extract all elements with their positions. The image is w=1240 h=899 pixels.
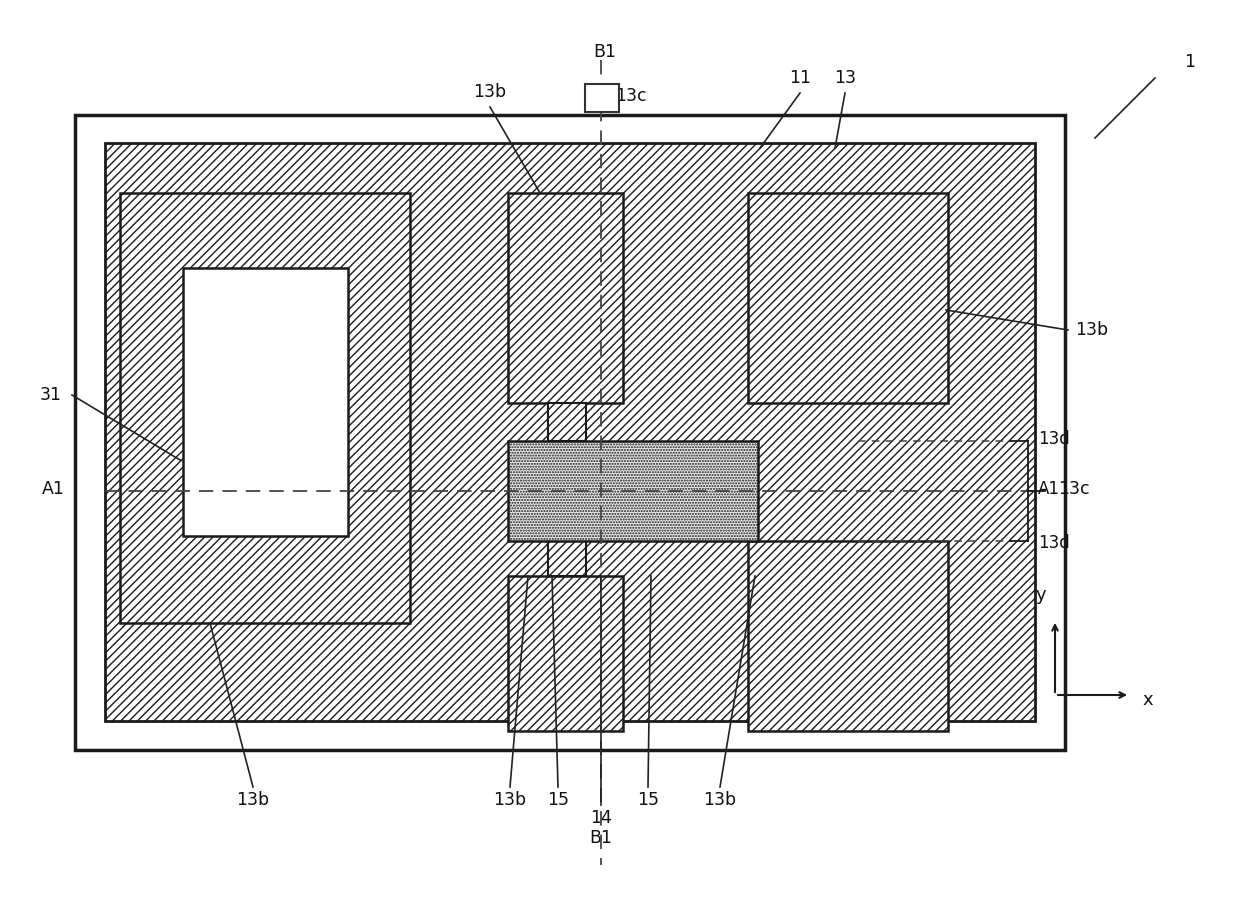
Text: 31: 31 [40, 386, 62, 404]
Bar [184, 268, 348, 536]
Bar [508, 441, 758, 541]
Text: 13b: 13b [1075, 321, 1109, 339]
Text: 13d: 13d [1038, 430, 1070, 448]
Text: 11: 11 [789, 69, 811, 87]
Text: 13d: 13d [1038, 534, 1070, 552]
Text: 13b: 13b [494, 791, 527, 809]
Text: y: y [1035, 586, 1047, 604]
Bar [585, 84, 619, 112]
Text: 15: 15 [547, 791, 569, 809]
Text: x: x [1142, 691, 1153, 709]
Bar [105, 143, 1035, 721]
Bar [508, 193, 622, 403]
Text: 14: 14 [590, 809, 611, 827]
Text: 13b: 13b [237, 791, 269, 809]
Text: 13: 13 [835, 69, 856, 87]
Text: 1: 1 [1184, 53, 1195, 71]
Bar [548, 403, 587, 441]
Bar [748, 541, 949, 731]
Text: A1: A1 [42, 480, 64, 498]
Text: B1: B1 [594, 43, 616, 61]
Text: B1: B1 [589, 829, 613, 847]
Text: 13b: 13b [703, 791, 737, 809]
Text: 13b: 13b [474, 83, 507, 101]
Bar [120, 193, 410, 623]
Text: 15: 15 [637, 791, 658, 809]
Bar [748, 193, 949, 403]
Bar [74, 115, 1065, 750]
Text: A1: A1 [1038, 480, 1060, 498]
Text: 13c: 13c [615, 87, 646, 105]
Text: 13c: 13c [1058, 480, 1090, 498]
Bar [508, 576, 622, 731]
Bar [548, 541, 587, 576]
